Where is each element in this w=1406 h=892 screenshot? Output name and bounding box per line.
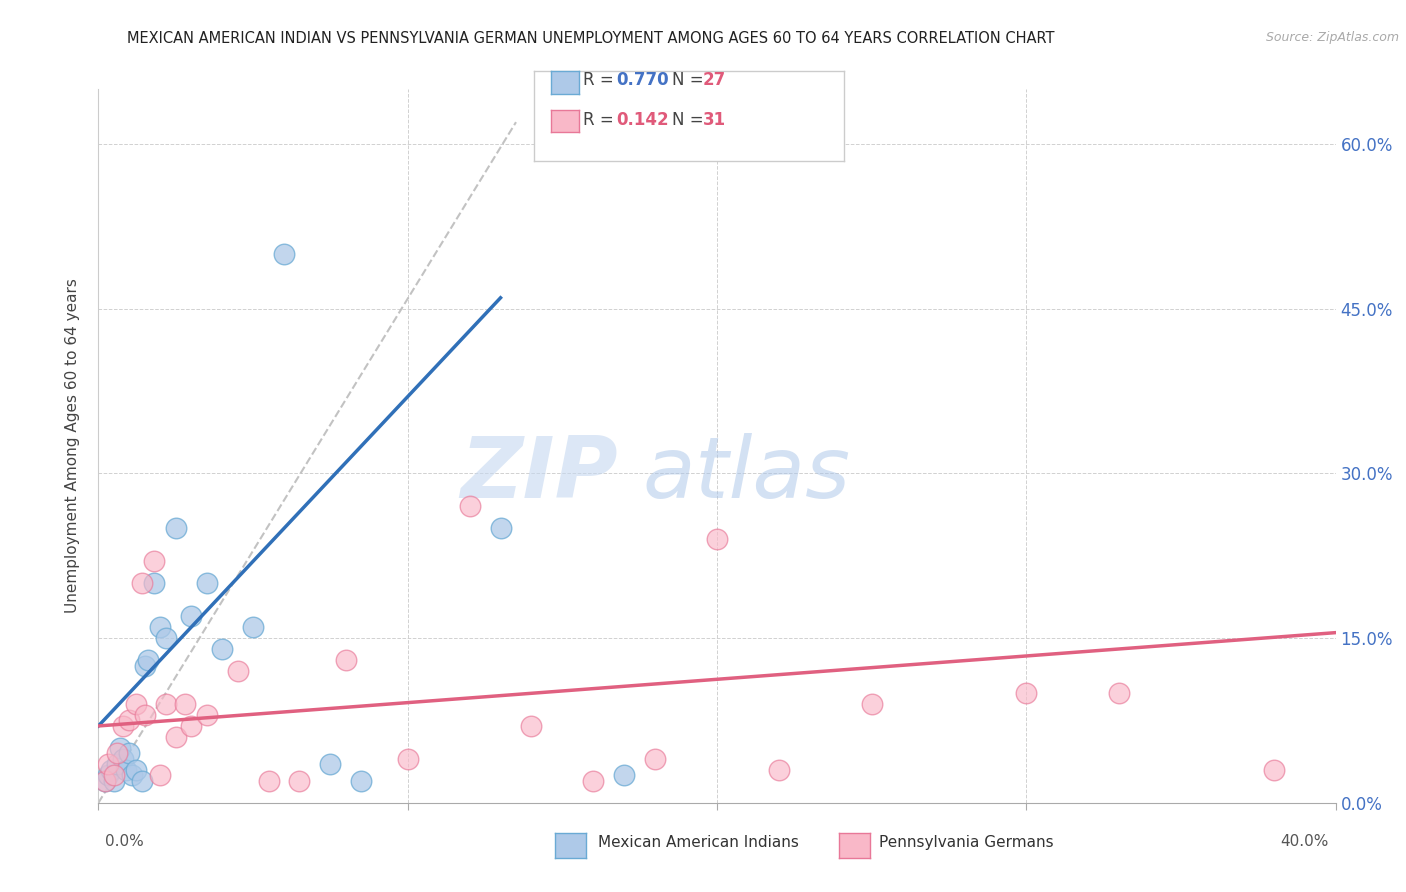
Text: R =: R = bbox=[583, 71, 620, 89]
Point bbox=[108, 740, 131, 755]
Point bbox=[520, 719, 543, 733]
Point bbox=[143, 554, 166, 568]
Point bbox=[211, 642, 233, 657]
Point bbox=[124, 697, 146, 711]
Point bbox=[195, 576, 218, 591]
Point bbox=[180, 719, 202, 733]
Text: Pennsylvania Germans: Pennsylvania Germans bbox=[879, 836, 1053, 850]
Point bbox=[93, 773, 115, 788]
Point bbox=[105, 757, 128, 772]
Point bbox=[165, 730, 187, 744]
Point bbox=[489, 521, 512, 535]
Point bbox=[257, 773, 280, 788]
Point bbox=[174, 697, 197, 711]
Point bbox=[105, 747, 128, 761]
Point bbox=[134, 708, 156, 723]
Text: Source: ZipAtlas.com: Source: ZipAtlas.com bbox=[1265, 31, 1399, 45]
Text: N =: N = bbox=[672, 111, 709, 128]
Point bbox=[155, 697, 177, 711]
Point bbox=[644, 752, 666, 766]
Point bbox=[149, 768, 172, 782]
Point bbox=[143, 576, 166, 591]
Text: 0.142: 0.142 bbox=[616, 111, 668, 128]
Point bbox=[1015, 686, 1038, 700]
Y-axis label: Unemployment Among Ages 60 to 64 years: Unemployment Among Ages 60 to 64 years bbox=[65, 278, 80, 614]
Point bbox=[93, 773, 115, 788]
Point bbox=[226, 664, 249, 678]
Point bbox=[396, 752, 419, 766]
Text: 0.0%: 0.0% bbox=[105, 834, 145, 849]
Point bbox=[97, 768, 120, 782]
Point bbox=[165, 521, 187, 535]
Point bbox=[582, 773, 605, 788]
Point bbox=[860, 697, 883, 711]
Point bbox=[115, 763, 138, 777]
Point bbox=[97, 757, 120, 772]
Point bbox=[124, 763, 146, 777]
Text: R =: R = bbox=[583, 111, 620, 128]
Point bbox=[121, 768, 143, 782]
Point bbox=[131, 576, 153, 591]
Point bbox=[288, 773, 311, 788]
Point bbox=[155, 631, 177, 645]
Point bbox=[100, 763, 122, 777]
Point bbox=[195, 708, 218, 723]
Point bbox=[1263, 763, 1285, 777]
Point bbox=[112, 719, 135, 733]
Point bbox=[242, 620, 264, 634]
Point bbox=[613, 768, 636, 782]
Text: MEXICAN AMERICAN INDIAN VS PENNSYLVANIA GERMAN UNEMPLOYMENT AMONG AGES 60 TO 64 : MEXICAN AMERICAN INDIAN VS PENNSYLVANIA … bbox=[127, 31, 1054, 46]
Point bbox=[136, 653, 159, 667]
Text: Mexican American Indians: Mexican American Indians bbox=[598, 836, 799, 850]
Point bbox=[180, 609, 202, 624]
Point bbox=[118, 747, 141, 761]
Point bbox=[350, 773, 373, 788]
Text: 27: 27 bbox=[703, 71, 727, 89]
Point bbox=[112, 752, 135, 766]
Text: 31: 31 bbox=[703, 111, 725, 128]
Point bbox=[706, 533, 728, 547]
Text: N =: N = bbox=[672, 71, 709, 89]
Point bbox=[273, 247, 295, 261]
Text: 0.770: 0.770 bbox=[616, 71, 668, 89]
Text: atlas: atlas bbox=[643, 433, 851, 516]
Point bbox=[103, 768, 125, 782]
Point bbox=[768, 763, 790, 777]
Point bbox=[1108, 686, 1130, 700]
Point bbox=[335, 653, 357, 667]
Point bbox=[134, 658, 156, 673]
Point bbox=[103, 773, 125, 788]
Point bbox=[149, 620, 172, 634]
Text: 40.0%: 40.0% bbox=[1281, 834, 1329, 849]
Point bbox=[319, 757, 342, 772]
Text: ZIP: ZIP bbox=[460, 433, 619, 516]
Point bbox=[458, 500, 481, 514]
Point bbox=[118, 714, 141, 728]
Point bbox=[131, 773, 153, 788]
